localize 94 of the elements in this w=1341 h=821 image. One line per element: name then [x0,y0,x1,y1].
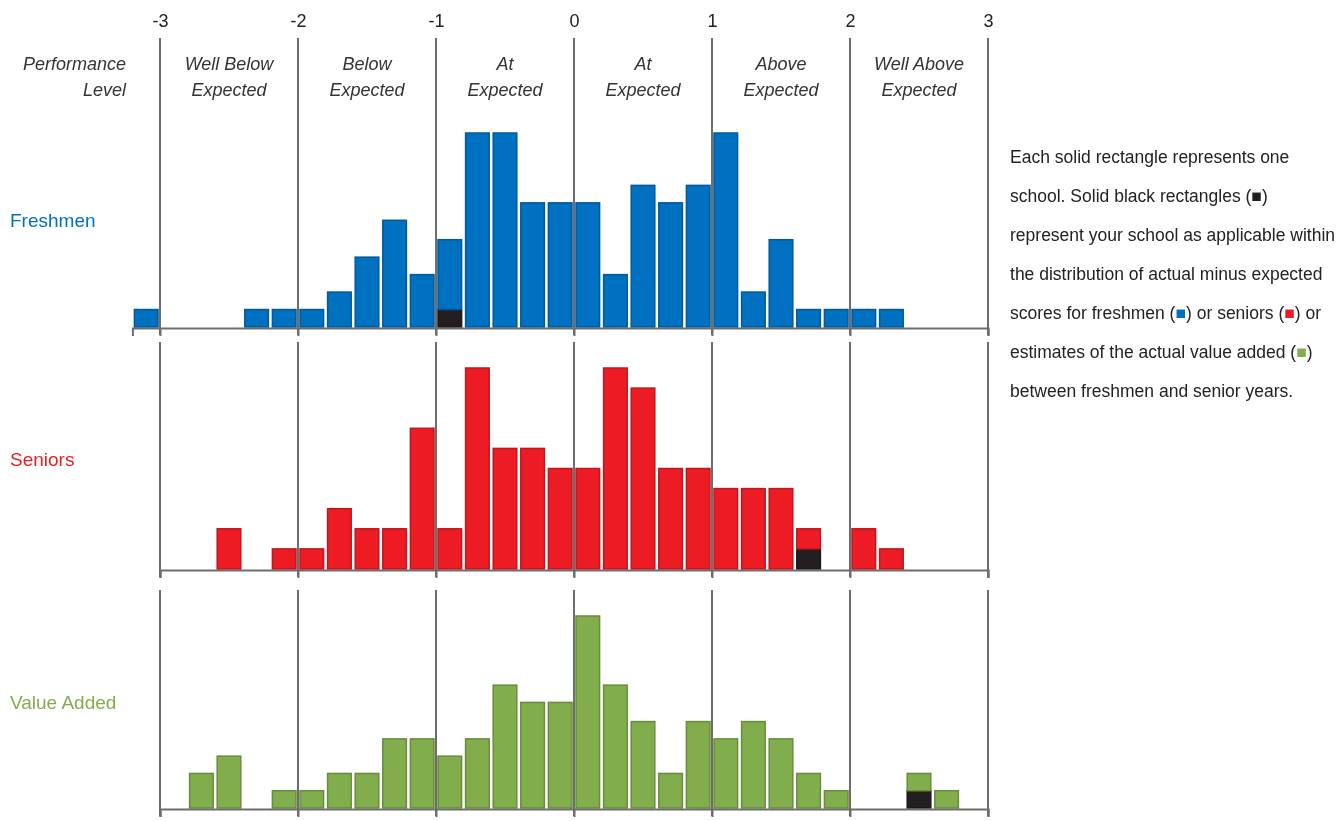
text: At Expected [605,54,682,100]
bar [216,755,242,809]
bar [492,684,518,809]
bar [796,308,822,328]
bar [768,238,794,328]
text: Well Below Expected [184,54,275,100]
bar [547,701,573,809]
bar [906,789,932,809]
bar [713,132,739,328]
bar [713,487,739,570]
bar [685,184,711,328]
bar [354,772,380,809]
bar [464,367,490,570]
bar [244,308,270,328]
bar [685,720,711,809]
x-tick-label: -1 [428,11,445,31]
x-tick-label: -2 [290,11,307,31]
bar [354,256,380,328]
bar [796,772,822,809]
bar [740,487,766,570]
bar [630,184,656,328]
bar [464,738,490,809]
bar [823,789,849,809]
bar [409,738,435,809]
bar [326,507,352,570]
bar [796,528,822,550]
bar [740,720,766,809]
x-tick-label: 3 [983,11,994,31]
bar [713,738,739,809]
bar [906,772,932,792]
bar [492,132,518,328]
bar [133,308,159,328]
bar [520,447,546,570]
bar [437,308,463,328]
bar [464,132,490,328]
bar [299,308,325,328]
bar [520,701,546,809]
bar [271,548,297,570]
text: Performance Level [22,54,127,100]
bar [409,273,435,328]
bar [437,528,463,570]
bar [630,720,656,809]
bar [547,202,573,328]
y-axis-title: Seniors [10,448,75,470]
bar [740,291,766,328]
bar [437,238,463,311]
bar [188,772,214,809]
bar [492,447,518,570]
bar [575,202,601,328]
bar [382,528,408,570]
bar [326,772,352,809]
bar [768,738,794,809]
bar [796,548,822,570]
text: Below Expected [329,54,406,100]
bar [575,615,601,809]
bar [382,219,408,328]
text: Above Expected [743,54,820,100]
bar [768,487,794,570]
bar [409,427,435,570]
bar [934,789,960,809]
bar [878,548,904,570]
x-tick-label: 0 [569,11,580,31]
text: At Expected [467,54,544,100]
bar [216,528,242,570]
bar [602,684,628,809]
text: Each solid rectangle represents one school. Solid black rectangles (■) represent your school as applicable within the distribution of actual minus expected scores for freshmen (■) or seniors (■) or estimates of the actual value added (■) between freshmen and senior years. [1010,147,1336,401]
bar [271,308,297,328]
text: Well Above Expected [873,54,965,100]
x-tick-label: 1 [707,11,718,31]
bar [437,755,463,809]
bar [602,367,628,570]
bar [299,548,325,570]
bar [299,789,325,809]
bar [326,291,352,328]
y-axis-title: Value Added [10,692,117,713]
bar [658,202,684,328]
bar [823,308,849,328]
bar [878,308,904,328]
bar [658,772,684,809]
bar [382,738,408,809]
bar [851,308,877,328]
bar [658,467,684,570]
x-tick-label: -3 [152,11,169,31]
bar [630,387,656,570]
bar [685,467,711,570]
bar [851,528,877,570]
bar [547,467,573,570]
bar [354,528,380,570]
bar [602,273,628,328]
y-axis-title: Freshmen [10,210,96,231]
bar [271,789,297,809]
bar [520,202,546,328]
x-tick-label: 2 [845,11,856,31]
bar [575,467,601,570]
